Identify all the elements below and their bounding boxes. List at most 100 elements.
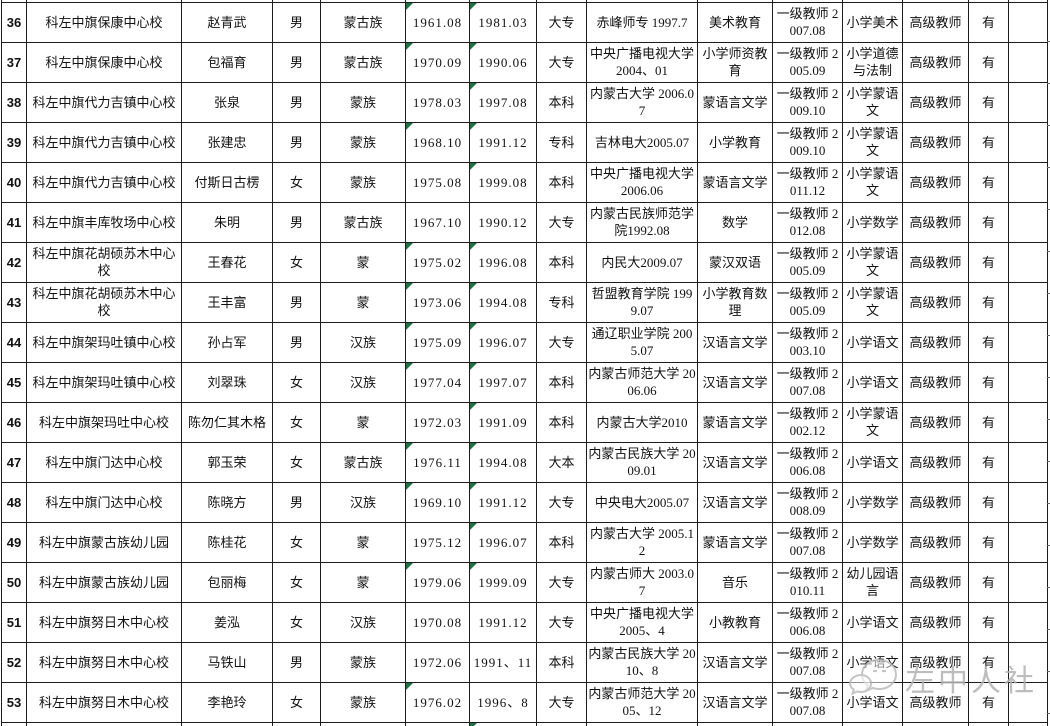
graduation-school-cell: 内蒙古大学 2006.07 bbox=[586, 81, 698, 123]
rank-cell: 高级教师 bbox=[902, 561, 969, 603]
row-number-cell: 43 bbox=[1, 281, 27, 323]
teaching-subject-cell: 小学蒙语文 bbox=[842, 281, 903, 323]
row-number-cell: 41 bbox=[1, 201, 27, 243]
major-cell: 汉语言文学 bbox=[697, 321, 773, 363]
gender-cell: 女 bbox=[272, 241, 321, 283]
work-start-date-cell bbox=[469, 721, 537, 726]
name-cell: 马铁山 bbox=[181, 641, 273, 683]
teaching-subject-cell: 小学语文 bbox=[842, 321, 903, 363]
empty-cell bbox=[1008, 241, 1048, 283]
birth-date-cell: 1970.08 bbox=[405, 601, 470, 643]
birth-date-cell: 1977.04 bbox=[405, 361, 470, 403]
birth-date-cell: 1972.06 bbox=[405, 641, 470, 683]
name-cell: 李艳玲 bbox=[181, 681, 273, 723]
education-level-cell bbox=[536, 721, 587, 726]
title-cell: 一级教师 2012.08 bbox=[772, 201, 843, 243]
gender-cell: 女 bbox=[272, 361, 321, 403]
school-cell: 科左中旗代力吉镇中心校 bbox=[26, 81, 182, 123]
rank-cell: 高级教师 bbox=[902, 361, 969, 403]
major-cell: 汉语言文学 bbox=[697, 361, 773, 403]
graduation-school-cell: 哲盟教育学院 1999.07 bbox=[586, 281, 698, 323]
birth-date-cell: 1975.08 bbox=[405, 161, 470, 203]
row-number-cell: 36 bbox=[1, 1, 27, 43]
qualification-cell: 有 bbox=[968, 401, 1009, 443]
ethnicity-cell: 蒙 bbox=[320, 241, 406, 283]
rank-cell bbox=[902, 721, 969, 726]
birth-date-cell: 1976.02 bbox=[405, 681, 470, 723]
title-cell: 一级教师 2009.10 bbox=[772, 81, 843, 123]
work-start-date-cell: 1996.07 bbox=[469, 521, 537, 563]
ethnicity-cell: 蒙古族 bbox=[320, 1, 406, 43]
rank-cell: 高级教师 bbox=[902, 641, 969, 683]
birth-date-cell: 1975.12 bbox=[405, 521, 470, 563]
work-start-date-cell: 1991.09 bbox=[469, 401, 537, 443]
title-cell: 一级教师 2002.12 bbox=[772, 401, 843, 443]
birth-date-cell bbox=[405, 721, 470, 726]
table-row: 49 科左中旗蒙古族幼儿园 陈桂花 女 蒙 1975.12 1996.07 本科… bbox=[1, 521, 1048, 563]
rank-cell: 高级教师 bbox=[902, 241, 969, 283]
ethnicity-cell: 蒙 bbox=[320, 281, 406, 323]
teaching-subject-cell: 幼儿园语言 bbox=[842, 561, 903, 603]
title-cell: 一级教师 2007.08 bbox=[772, 361, 843, 403]
major-cell: 音乐 bbox=[697, 561, 773, 603]
gender-cell: 女 bbox=[272, 161, 321, 203]
ethnicity-cell: 蒙 bbox=[320, 521, 406, 563]
birth-date-cell: 1968.10 bbox=[405, 121, 470, 163]
gender-cell: 男 bbox=[272, 41, 321, 83]
rank-cell: 高级教师 bbox=[902, 601, 969, 643]
table-row: 40 科左中旗代力吉镇中心校 付斯日古楞 女 蒙族 1975.08 1999.0… bbox=[1, 161, 1048, 203]
qualification-cell: 有 bbox=[968, 521, 1009, 563]
title-cell: 一级教师 2010.11 bbox=[772, 561, 843, 603]
ethnicity-cell: 蒙 bbox=[320, 401, 406, 443]
name-cell: 张建忠 bbox=[181, 121, 273, 163]
table-row: 53 科左中旗努日木中心校 李艳玲 女 蒙族 1976.02 1996、8 大专… bbox=[1, 681, 1048, 723]
teaching-subject-cell: 小学蒙语文 bbox=[842, 121, 903, 163]
title-cell: 一级教师 2009.10 bbox=[772, 121, 843, 163]
qualification-cell: 有 bbox=[968, 481, 1009, 523]
education-level-cell: 本科 bbox=[536, 641, 587, 683]
row-number-cell: 38 bbox=[1, 81, 27, 123]
ethnicity-cell: 蒙 bbox=[320, 561, 406, 603]
teaching-subject-cell: 小学蒙语文 bbox=[842, 161, 903, 203]
school-cell: 科左中旗保康中心校 bbox=[26, 1, 182, 43]
work-start-date-cell: 1999.09 bbox=[469, 561, 537, 603]
name-cell: 张泉 bbox=[181, 81, 273, 123]
row-number-cell bbox=[1, 721, 27, 726]
empty-cell bbox=[1008, 521, 1048, 563]
ethnicity-cell: 蒙族 bbox=[320, 681, 406, 723]
school-cell: 科左中旗架玛吐镇中心校 bbox=[26, 321, 182, 363]
qualification-cell: 有 bbox=[968, 641, 1009, 683]
education-level-cell: 大本 bbox=[536, 441, 587, 483]
empty-cell bbox=[1008, 41, 1048, 83]
ethnicity-cell: 蒙族 bbox=[320, 81, 406, 123]
empty-cell bbox=[1008, 441, 1048, 483]
row-number-cell: 42 bbox=[1, 241, 27, 283]
school-cell: 科左中旗花胡硕苏木中心校 bbox=[26, 241, 182, 283]
work-start-date-cell: 1991.12 bbox=[469, 121, 537, 163]
qualification-cell: 有 bbox=[968, 681, 1009, 723]
rank-cell: 高级教师 bbox=[902, 321, 969, 363]
school-cell: 科左中旗代力吉镇中心校 bbox=[26, 121, 182, 163]
education-level-cell: 大专 bbox=[536, 481, 587, 523]
title-cell: 一级教师 2007.08 bbox=[772, 681, 843, 723]
empty-cell bbox=[1008, 281, 1048, 323]
empty-cell bbox=[1008, 401, 1048, 443]
graduation-school-cell: 中央电大2005.07 bbox=[586, 481, 698, 523]
qualification-cell: 有 bbox=[968, 601, 1009, 643]
title-cell: 一级教师 2003.10 bbox=[772, 321, 843, 363]
name-cell: 姜泓 bbox=[181, 601, 273, 643]
title-cell: 一级教师 2006.08 bbox=[772, 441, 843, 483]
rank-cell: 高级教师 bbox=[902, 201, 969, 243]
teaching-subject-cell: 小学语文 bbox=[842, 441, 903, 483]
birth-date-cell: 1978.03 bbox=[405, 81, 470, 123]
row-number-cell: 45 bbox=[1, 361, 27, 403]
gender-cell: 男 bbox=[272, 281, 321, 323]
name-cell: 包丽梅 bbox=[181, 561, 273, 603]
graduation-school-cell: 内民大2009.07 bbox=[586, 241, 698, 283]
major-cell: 汉语言文学 bbox=[697, 441, 773, 483]
major-cell: 汉语言文学 bbox=[697, 641, 773, 683]
major-cell: 汉语言文学 bbox=[697, 681, 773, 723]
qualification-cell: 有 bbox=[968, 1, 1009, 43]
partial-row-bottom bbox=[1, 721, 1048, 726]
